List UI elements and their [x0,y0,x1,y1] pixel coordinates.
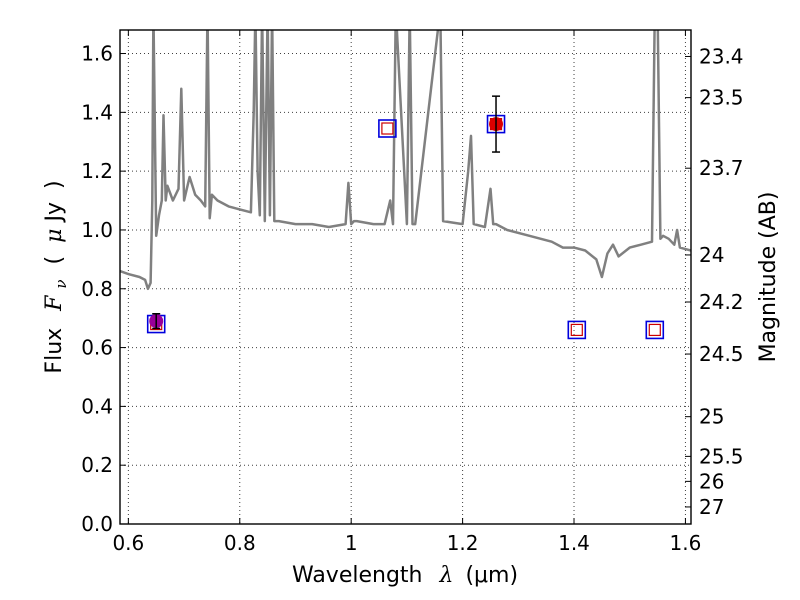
model-spectrum-line [120,30,691,291]
y-axis-label-open: ( [42,256,67,265]
x-tick-label: 1.4 [558,531,590,555]
y2-tick-label: 26 [699,469,724,493]
x-axis-ticks: 0.6 0.8 1 1.2 1.4 1.6 [112,30,701,555]
y-tick-label: 1.6 [81,42,113,66]
y-tick-label: 0.6 [81,336,113,360]
model-photometry-square [567,320,587,340]
y-axis-label-close: ) [42,180,67,189]
x-tick-label: 1 [345,531,358,555]
x-tick-label: 0.8 [224,531,256,555]
y2-tick-label: 25.5 [699,444,744,468]
x-axis-label-text: Wavelength [292,563,423,588]
y-axis-label-sub: ν [52,279,70,288]
model-photometry-square [378,119,397,138]
model-spectrum-layer [120,30,691,291]
y-tick-label: 1.2 [81,159,113,183]
x-tick-label: 1.6 [670,531,702,555]
photometry-layer [146,95,665,340]
x-axis-label: Wavelength λ (μm) [292,563,518,588]
y2-tick-label: 24.2 [699,290,744,314]
y2-axis-label: Magnitude (AB) [756,192,781,363]
y2-tick-label: 27 [699,495,724,519]
y-axis-label-text: Flux [42,328,67,374]
y-tick-label: 1.0 [81,218,113,242]
y-tick-label: 0.0 [81,512,113,536]
y-tick-label: 0.2 [81,453,113,477]
model-photometry-inner-square [648,323,661,337]
plot-frame [119,29,692,525]
x-tick-label: 0.6 [112,531,144,555]
x-axis-label-symbol: λ [438,563,453,588]
y2-tick-label: 23.5 [699,86,744,110]
y2-tick-label: 24.5 [699,342,744,366]
x-axis-label-unit: (μm) [465,563,518,588]
y-axis-label-unit-mu: μ [42,229,67,243]
model-photometry-inner-square [381,122,394,135]
y-axis-label: Flux F ν ( μ Jy ) [42,180,72,373]
y-axis-ticks: 0.0 0.2 0.4 0.6 0.8 1.0 1.2 1.4 1.6 [81,42,126,536]
y2-tick-label: 23.4 [699,44,744,68]
y-tick-label: 1.4 [81,100,113,124]
model-photometry-square [645,320,665,340]
y-tick-label: 0.8 [81,277,113,301]
y2-tick-label: 24 [699,243,724,267]
y-axis-label-symbol: F [42,295,67,312]
x-tick-label: 1.2 [447,531,479,555]
y-axis-label-unit-rest: Jy [42,202,67,224]
y2-tick-label: 25 [699,405,724,429]
y-tick-label: 0.4 [81,394,113,418]
model-photometry-inner-square [570,323,583,337]
y2-tick-label: 23.7 [699,156,744,180]
